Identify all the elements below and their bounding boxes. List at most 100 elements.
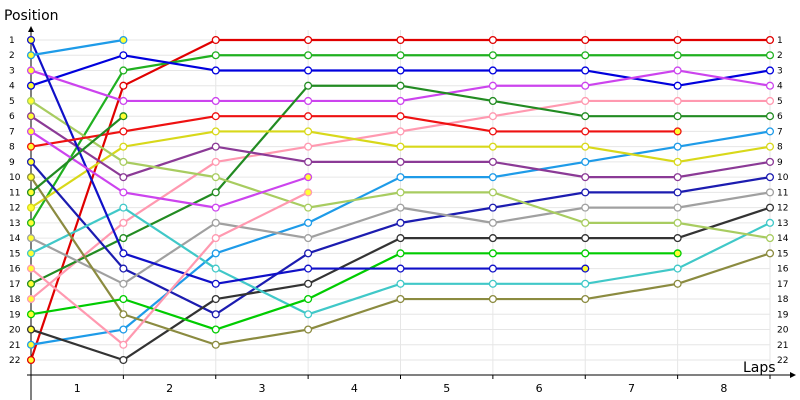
- y-axis-title: Position: [4, 8, 59, 24]
- series-point: [304, 157, 313, 166]
- series-point: [396, 279, 405, 288]
- series-point: [119, 203, 128, 212]
- series-point: [304, 81, 313, 90]
- series-end-label: 6: [777, 112, 783, 122]
- y-tick-label: 7: [9, 127, 15, 137]
- series-point: [581, 127, 590, 136]
- series-point: [26, 66, 36, 75]
- series-point: [765, 173, 775, 182]
- y-tick-label: 1: [9, 36, 15, 46]
- series-point: [673, 51, 682, 60]
- series-point: [765, 35, 775, 45]
- series-line: [30, 130, 309, 209]
- series-point: [26, 81, 36, 90]
- series-point: [673, 142, 682, 151]
- series-point: [119, 325, 128, 334]
- series-point: [211, 157, 220, 166]
- series-line: [30, 191, 309, 346]
- series-point: [673, 35, 682, 45]
- series-point: [304, 234, 313, 243]
- series-point: [581, 96, 590, 106]
- series-point: [673, 112, 682, 121]
- x-category-label: 8: [720, 382, 727, 395]
- series-point: [119, 35, 128, 45]
- series-point: [211, 96, 220, 106]
- series-point: [119, 51, 128, 60]
- series-line: [30, 38, 124, 57]
- series-point: [119, 355, 128, 365]
- y-tick-label-right: 19: [777, 310, 789, 320]
- y-tick-label-right: 17: [777, 280, 788, 290]
- series-point: [26, 157, 36, 166]
- series-point: [26, 340, 36, 349]
- series-point: [119, 340, 128, 349]
- series-point: [119, 279, 128, 288]
- series-point: [673, 127, 682, 136]
- series-point: [581, 173, 590, 182]
- series-layer: [26, 35, 775, 365]
- series-point: [673, 81, 682, 90]
- x-category-label: 2: [166, 382, 173, 395]
- y-tick-label: 13: [9, 219, 20, 229]
- y-tick-label-right: 21: [777, 341, 788, 351]
- series-point: [673, 279, 682, 288]
- y-tick-label: 3: [9, 66, 15, 76]
- series-point: [211, 203, 220, 212]
- series-line: [30, 115, 125, 194]
- series-point: [765, 81, 775, 90]
- series-point: [765, 51, 775, 60]
- series-point: [765, 249, 775, 258]
- x-category-label: 4: [351, 382, 358, 395]
- x-axis-arrow: [790, 372, 796, 378]
- series-point: [211, 218, 220, 227]
- series-point: [119, 188, 128, 197]
- series-point: [211, 142, 220, 151]
- series-end-label: 13: [777, 219, 788, 229]
- series-point: [673, 234, 682, 243]
- series-point: [211, 310, 220, 319]
- series-point: [304, 96, 313, 106]
- y-tick-label: 21: [9, 341, 20, 351]
- series-point: [211, 279, 220, 288]
- series-point: [765, 142, 775, 151]
- y-axis-arrow: [28, 26, 34, 32]
- series-point: [765, 157, 775, 166]
- series-point: [26, 112, 36, 121]
- series-point: [211, 127, 220, 136]
- series-point: [26, 96, 36, 106]
- series-point: [396, 127, 405, 136]
- series-point: [673, 188, 682, 197]
- series-point: [396, 142, 405, 151]
- series-point: [488, 173, 497, 182]
- series-point: [26, 310, 36, 319]
- series-point: [211, 294, 220, 304]
- series-point: [488, 35, 497, 45]
- series-point: [304, 325, 313, 334]
- series-point: [396, 173, 405, 182]
- series-point: [581, 157, 590, 166]
- series-point: [304, 51, 313, 60]
- series-point: [26, 355, 36, 365]
- series-point: [581, 294, 590, 304]
- series-point: [396, 81, 405, 90]
- y-tick-label: 12: [9, 204, 20, 214]
- y-tick-label: 22: [9, 356, 20, 366]
- series-point: [304, 279, 313, 288]
- series-end-label: 3: [777, 66, 783, 76]
- series-point: [765, 203, 775, 212]
- series-point: [211, 112, 220, 121]
- series-point: [396, 218, 405, 227]
- series-point: [581, 66, 590, 75]
- series-point: [119, 142, 128, 151]
- series-point: [488, 142, 497, 151]
- series-end-label: 2: [777, 51, 783, 61]
- series-point: [581, 142, 590, 151]
- series-point: [304, 264, 313, 273]
- series-point: [304, 203, 313, 212]
- series-point: [765, 96, 775, 106]
- series-point: [488, 203, 497, 212]
- series-end-label: 8: [777, 143, 783, 153]
- series-point: [396, 35, 405, 45]
